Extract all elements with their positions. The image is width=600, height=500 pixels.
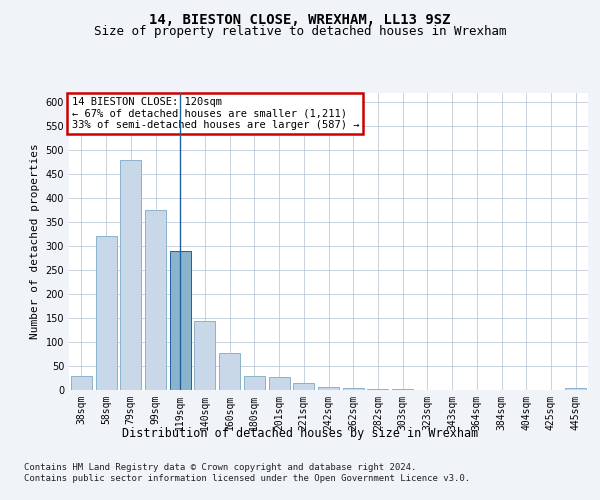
Text: 14, BIESTON CLOSE, WREXHAM, LL13 9SZ: 14, BIESTON CLOSE, WREXHAM, LL13 9SZ	[149, 12, 451, 26]
Bar	[244, 376, 265, 390]
Bar	[219, 353, 240, 390]
Bar	[269, 377, 290, 390]
Bar	[343, 388, 364, 390]
Text: Size of property relative to detached houses in Wrexham: Size of property relative to detached ho…	[94, 25, 506, 38]
Bar	[194, 322, 215, 390]
Bar	[95, 236, 116, 390]
Bar	[170, 251, 191, 390]
Bar	[392, 389, 413, 390]
Bar	[318, 386, 339, 390]
Bar	[145, 210, 166, 390]
Text: 14 BIESTON CLOSE: 120sqm
← 67% of detached houses are smaller (1,211)
33% of sem: 14 BIESTON CLOSE: 120sqm ← 67% of detach…	[71, 97, 359, 130]
Y-axis label: Number of detached properties: Number of detached properties	[30, 144, 40, 339]
Text: Distribution of detached houses by size in Wrexham: Distribution of detached houses by size …	[122, 428, 478, 440]
Bar	[367, 388, 388, 390]
Text: Contains HM Land Registry data © Crown copyright and database right 2024.: Contains HM Land Registry data © Crown c…	[24, 462, 416, 471]
Bar	[71, 376, 92, 390]
Text: Contains public sector information licensed under the Open Government Licence v3: Contains public sector information licen…	[24, 474, 470, 483]
Bar	[565, 388, 586, 390]
Bar	[120, 160, 141, 390]
Bar	[293, 383, 314, 390]
